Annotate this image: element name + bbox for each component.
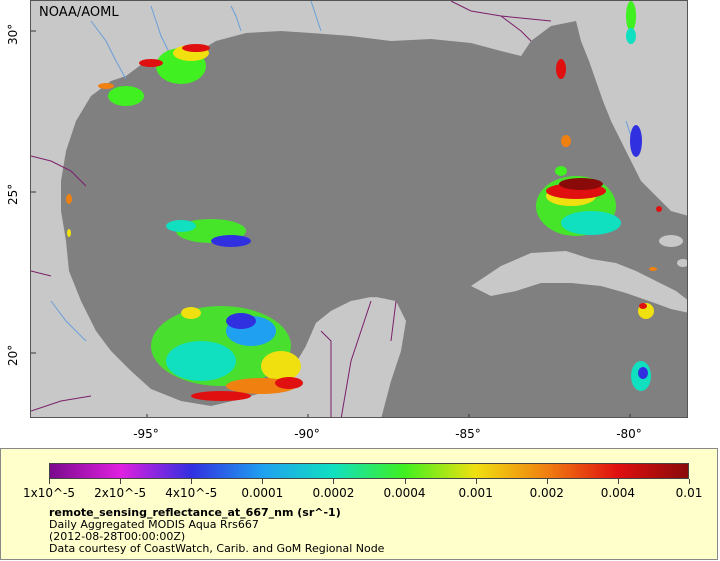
colorbar-tick <box>475 479 477 484</box>
map-panel: NOAA/AOML <box>30 0 688 418</box>
colorbar-tick-label: 1x10^-5 <box>22 486 76 500</box>
colorbar-tick <box>191 479 193 484</box>
land-us-gulf-coast <box>31 1 576 417</box>
colorbar-tick-label: 0.0001 <box>241 486 284 500</box>
colorbar <box>49 463 689 479</box>
lat-tick-label: 20° <box>6 344 20 366</box>
land-bahamas <box>659 235 683 247</box>
land-yucatan <box>286 297 406 417</box>
date-label: (2012-08-28T00:00:00Z) <box>49 530 186 543</box>
variable-name: remote_sensing_reflectance_at_667_nm (sr… <box>49 506 341 519</box>
colorbar-tick-label: 0.0002 <box>312 486 355 500</box>
lon-tick-label: -85° <box>455 427 481 441</box>
lon-tick-label: -95° <box>133 427 159 441</box>
colorbar-tick <box>546 479 548 484</box>
data-swaths <box>66 1 662 401</box>
colorbar-tick-label: 0.01 <box>675 486 703 500</box>
colorbar-tick-label: 0.001 <box>458 486 493 500</box>
land-florida <box>576 1 687 216</box>
credit-label: NOAA/AOML <box>39 5 119 20</box>
colorbar-tick <box>333 479 335 484</box>
land-cuba <box>471 251 687 313</box>
lon-tick-label: -90° <box>294 427 320 441</box>
colorbar-tick <box>404 479 406 484</box>
land-bahamas-2 <box>677 259 687 267</box>
lon-tick-label: -80° <box>616 427 642 441</box>
colorbar-tick-label: 0.0004 <box>383 486 426 500</box>
colorbar-tick <box>49 479 50 484</box>
source-credit: Data courtesy of CoastWatch, Carib. and … <box>49 542 385 555</box>
colorbar-tick <box>120 479 122 484</box>
colorbar-tick <box>689 479 690 484</box>
colorbar-tick-label: 0.004 <box>600 486 636 500</box>
map-ticks <box>31 30 631 417</box>
colorbar-tick-label: 4x10^-5 <box>165 486 218 500</box>
colorbar-tick <box>617 479 619 484</box>
colorbar-tick <box>262 479 264 484</box>
colorbar-tick-label: 2x10^-5 <box>94 486 147 500</box>
map-canvas <box>31 1 687 417</box>
product-name: Daily Aggregated MODIS Aqua Rrs667 <box>49 518 259 531</box>
borders <box>31 1 552 417</box>
colorbar-tick-label: 0.002 <box>529 486 564 500</box>
lat-tick-label: 25° <box>6 183 20 205</box>
lat-tick-label: 30° <box>6 23 20 45</box>
legend-panel: remote_sensing_reflectance_at_667_nm (sr… <box>0 448 718 560</box>
